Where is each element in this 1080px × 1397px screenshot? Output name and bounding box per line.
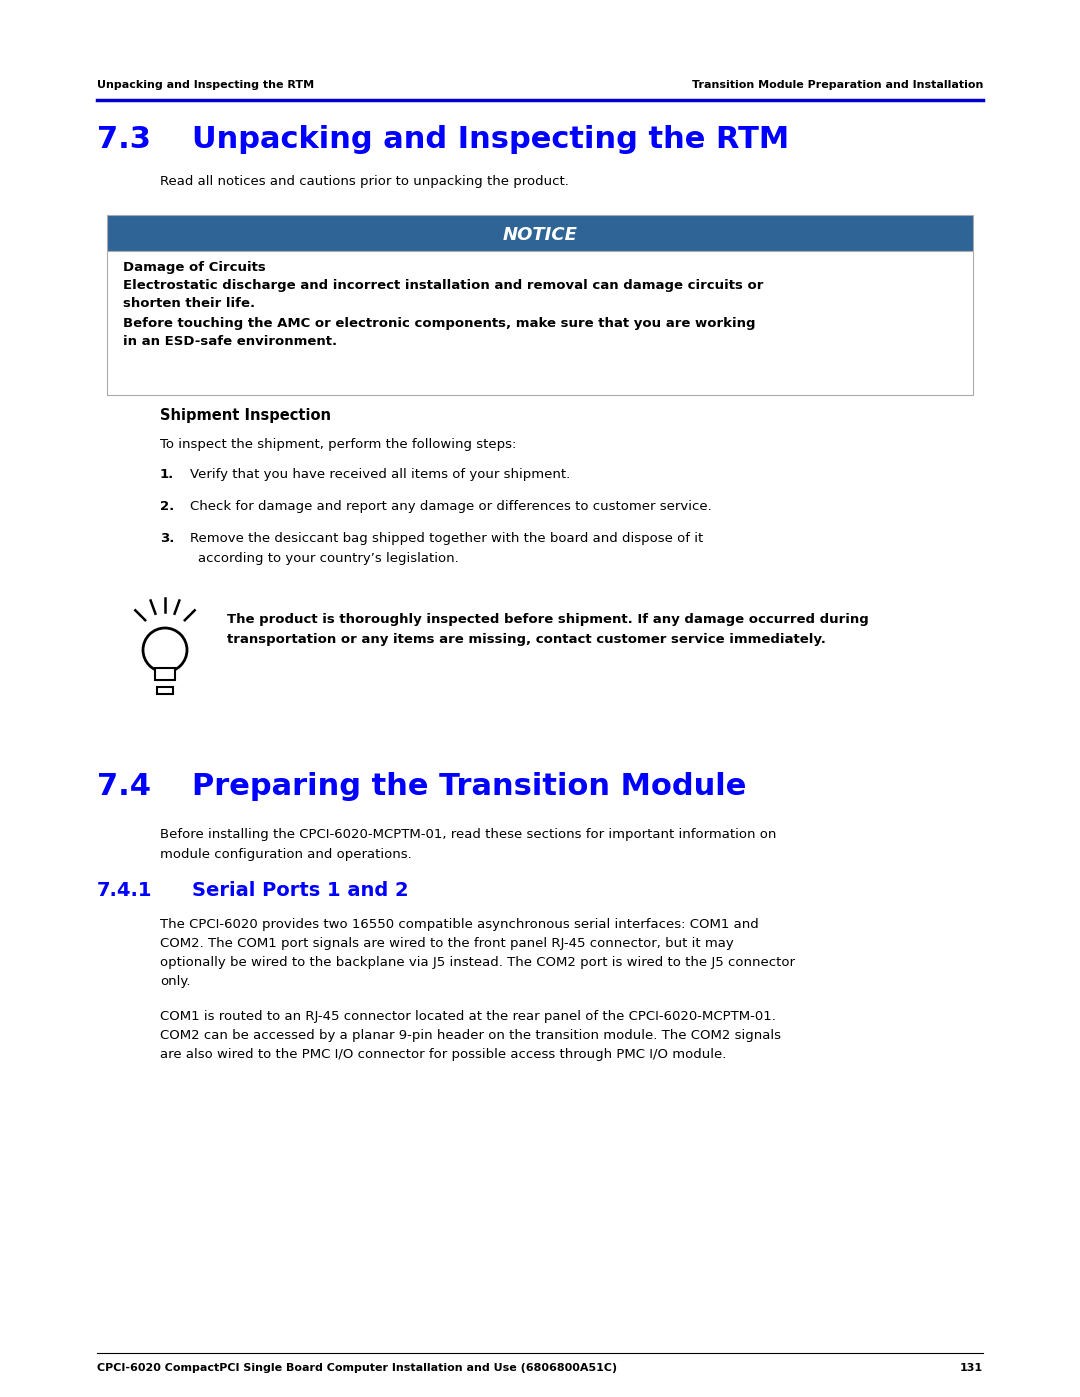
Text: Unpacking and Inspecting the RTM: Unpacking and Inspecting the RTM bbox=[192, 124, 789, 154]
Text: NOTICE: NOTICE bbox=[502, 226, 578, 244]
Text: Check for damage and report any damage or differences to customer service.: Check for damage and report any damage o… bbox=[190, 500, 712, 513]
Text: The product is thoroughly inspected before shipment. If any damage occurred duri: The product is thoroughly inspected befo… bbox=[227, 613, 868, 626]
Text: Unpacking and Inspecting the RTM: Unpacking and Inspecting the RTM bbox=[97, 80, 314, 89]
Text: 7.4: 7.4 bbox=[97, 773, 151, 800]
Text: are also wired to the PMC I/O connector for possible access through PMC I/O modu: are also wired to the PMC I/O connector … bbox=[160, 1048, 727, 1060]
Text: 1.: 1. bbox=[160, 468, 174, 481]
Bar bbox=[107, 215, 973, 251]
Text: optionally be wired to the backplane via J5 instead. The COM2 port is wired to t: optionally be wired to the backplane via… bbox=[160, 956, 795, 970]
Text: The CPCI-6020 provides two 16550 compatible asynchronous serial interfaces: COM1: The CPCI-6020 provides two 16550 compati… bbox=[160, 918, 759, 930]
Text: 2.: 2. bbox=[160, 500, 174, 513]
Text: COM2. The COM1 port signals are wired to the front panel RJ-45 connector, but it: COM2. The COM1 port signals are wired to… bbox=[160, 937, 733, 950]
Text: Shipment Inspection: Shipment Inspection bbox=[160, 408, 330, 423]
Text: only.: only. bbox=[160, 975, 190, 988]
Text: 7.3: 7.3 bbox=[97, 124, 151, 154]
Text: Transition Module Preparation and Installation: Transition Module Preparation and Instal… bbox=[691, 80, 983, 89]
Text: Electrostatic discharge and incorrect installation and removal can damage circui: Electrostatic discharge and incorrect in… bbox=[123, 279, 764, 292]
Text: Before installing the CPCI-6020-MCPTM-01, read these sections for important info: Before installing the CPCI-6020-MCPTM-01… bbox=[160, 828, 777, 841]
Text: Preparing the Transition Module: Preparing the Transition Module bbox=[192, 773, 746, 800]
Text: 3.: 3. bbox=[160, 532, 174, 545]
Text: 7.4.1: 7.4.1 bbox=[97, 882, 152, 900]
Text: Read all notices and cautions prior to unpacking the product.: Read all notices and cautions prior to u… bbox=[160, 175, 569, 189]
Text: COM1 is routed to an RJ-45 connector located at the rear panel of the CPCI-6020-: COM1 is routed to an RJ-45 connector loc… bbox=[160, 1010, 775, 1023]
Text: Verify that you have received all items of your shipment.: Verify that you have received all items … bbox=[190, 468, 570, 481]
Text: according to your country’s legislation.: according to your country’s legislation. bbox=[198, 552, 459, 564]
Text: 131: 131 bbox=[960, 1363, 983, 1373]
Bar bbox=[157, 687, 173, 694]
Text: Damage of Circuits: Damage of Circuits bbox=[123, 261, 266, 274]
Text: module configuration and operations.: module configuration and operations. bbox=[160, 848, 411, 861]
Text: To inspect the shipment, perform the following steps:: To inspect the shipment, perform the fol… bbox=[160, 439, 516, 451]
Text: CPCI-6020 CompactPCI Single Board Computer Installation and Use (6806800A51C): CPCI-6020 CompactPCI Single Board Comput… bbox=[97, 1363, 617, 1373]
Bar bbox=[156, 668, 175, 680]
Bar bbox=[107, 251, 973, 395]
Text: shorten their life.: shorten their life. bbox=[123, 298, 255, 310]
Text: COM2 can be accessed by a planar 9-pin header on the transition module. The COM2: COM2 can be accessed by a planar 9-pin h… bbox=[160, 1030, 781, 1042]
Text: transportation or any items are missing, contact customer service immediately.: transportation or any items are missing,… bbox=[227, 633, 826, 645]
Text: Remove the desiccant bag shipped together with the board and dispose of it: Remove the desiccant bag shipped togethe… bbox=[190, 532, 703, 545]
Text: Before touching the AMC or electronic components, make sure that you are working: Before touching the AMC or electronic co… bbox=[123, 317, 756, 330]
Text: Serial Ports 1 and 2: Serial Ports 1 and 2 bbox=[192, 882, 408, 900]
Text: in an ESD-safe environment.: in an ESD-safe environment. bbox=[123, 335, 337, 348]
